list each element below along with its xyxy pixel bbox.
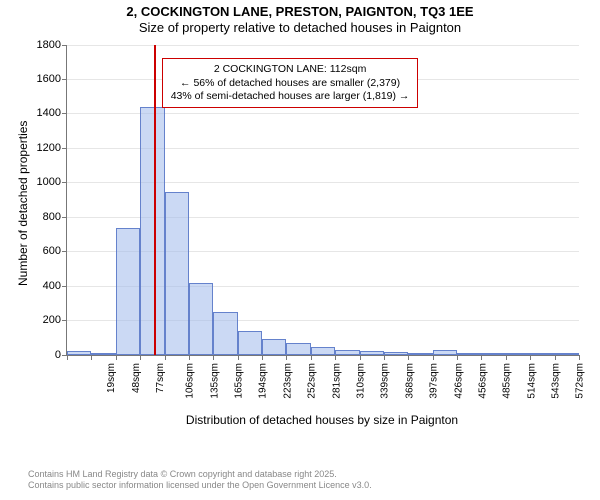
y-tick-label: 800	[43, 211, 67, 223]
histogram-bar	[408, 353, 432, 355]
x-tick	[189, 355, 190, 360]
x-tick-label: 339sqm	[380, 363, 391, 399]
x-tick	[238, 355, 239, 360]
histogram-bar	[286, 343, 310, 354]
histogram-bar	[384, 352, 408, 355]
x-tick	[286, 355, 287, 360]
y-tick-label: 1000	[37, 176, 67, 188]
y-tick-label: 1600	[37, 73, 67, 85]
x-tick-label: 368sqm	[404, 363, 415, 399]
x-tick-label: 514sqm	[526, 363, 537, 399]
y-tick-label: 600	[43, 245, 67, 257]
histogram-bar	[262, 339, 286, 355]
gridline	[67, 45, 579, 46]
histogram-bar	[165, 192, 189, 355]
histogram-bar	[555, 353, 579, 355]
x-tick-label: 543sqm	[551, 363, 562, 399]
x-tick-label: 106sqm	[185, 363, 196, 399]
y-tick-label: 1400	[37, 107, 67, 119]
histogram-bar	[530, 353, 554, 355]
x-tick	[433, 355, 434, 360]
x-tick	[67, 355, 68, 360]
x-tick-label: 426sqm	[453, 363, 464, 399]
x-tick	[360, 355, 361, 360]
plot-area: 02004006008001000120014001600180019sqm48…	[66, 45, 579, 356]
x-tick-label: 223sqm	[282, 363, 293, 399]
x-tick	[530, 355, 531, 360]
x-tick	[165, 355, 166, 360]
chart-title-block: 2, COCKINGTON LANE, PRESTON, PAIGNTON, T…	[0, 0, 600, 37]
footer-line2: Contains public sector information licen…	[28, 480, 600, 491]
chart-title-line1: 2, COCKINGTON LANE, PRESTON, PAIGNTON, T…	[0, 4, 600, 20]
histogram-bar	[189, 283, 213, 354]
histogram-bar	[213, 312, 237, 354]
x-tick-label: 252sqm	[307, 363, 318, 399]
y-tick-label: 1200	[37, 142, 67, 154]
x-tick-label: 48sqm	[131, 363, 142, 393]
y-tick-label: 0	[55, 349, 67, 361]
property-marker-line	[154, 45, 156, 355]
y-tick-label: 400	[43, 280, 67, 292]
x-tick-label: 456sqm	[477, 363, 488, 399]
x-tick	[140, 355, 141, 360]
x-tick	[262, 355, 263, 360]
x-tick	[116, 355, 117, 360]
x-tick-label: 194sqm	[258, 363, 269, 399]
x-tick	[579, 355, 580, 360]
histogram-bar	[140, 107, 164, 354]
annotation-box: 2 COCKINGTON LANE: 112sqm← 56% of detach…	[162, 58, 419, 107]
x-tick	[213, 355, 214, 360]
annotation-line: ← 56% of detached houses are smaller (2,…	[171, 77, 410, 90]
x-tick-label: 572sqm	[575, 363, 586, 399]
footer-line1: Contains HM Land Registry data © Crown c…	[28, 469, 600, 480]
x-tick-label: 485sqm	[502, 363, 513, 399]
footer-credit: Contains HM Land Registry data © Crown c…	[0, 467, 600, 492]
chart-title-line2: Size of property relative to detached ho…	[0, 20, 600, 36]
histogram-bar	[238, 331, 262, 354]
histogram-bar	[335, 350, 359, 354]
histogram-bar	[116, 228, 140, 355]
x-tick-label: 281sqm	[331, 363, 342, 399]
x-tick	[335, 355, 336, 360]
x-tick-label: 165sqm	[234, 363, 245, 399]
y-tick-label: 1800	[37, 39, 67, 51]
histogram-bar	[91, 353, 115, 355]
x-tick	[311, 355, 312, 360]
x-tick	[384, 355, 385, 360]
x-tick-label: 397sqm	[429, 363, 440, 399]
histogram-bar	[311, 347, 335, 355]
histogram-bar	[67, 351, 91, 354]
annotation-line: 43% of semi-detached houses are larger (…	[171, 90, 410, 103]
x-tick-label: 310sqm	[356, 363, 367, 399]
x-tick	[408, 355, 409, 360]
x-tick	[457, 355, 458, 360]
histogram-bar	[481, 353, 505, 355]
x-tick-label: 77sqm	[155, 363, 166, 393]
x-axis-label: Distribution of detached houses by size …	[66, 413, 578, 427]
histogram-bar	[433, 350, 457, 354]
y-axis-label: Number of detached properties	[16, 121, 30, 286]
x-tick-label: 135sqm	[209, 363, 220, 399]
annotation-line: 2 COCKINGTON LANE: 112sqm	[171, 63, 410, 76]
histogram-bar	[506, 353, 530, 355]
histogram-bar	[360, 351, 384, 354]
x-tick	[481, 355, 482, 360]
x-tick-label: 19sqm	[106, 363, 117, 393]
x-tick	[506, 355, 507, 360]
x-tick	[555, 355, 556, 360]
x-tick	[91, 355, 92, 360]
histogram-bar	[457, 353, 481, 355]
y-tick-label: 200	[43, 314, 67, 326]
chart-area: 0 200 400 600 800 1000 1200 1400 1600 1800 19sqm 48…	[0, 37, 600, 467]
